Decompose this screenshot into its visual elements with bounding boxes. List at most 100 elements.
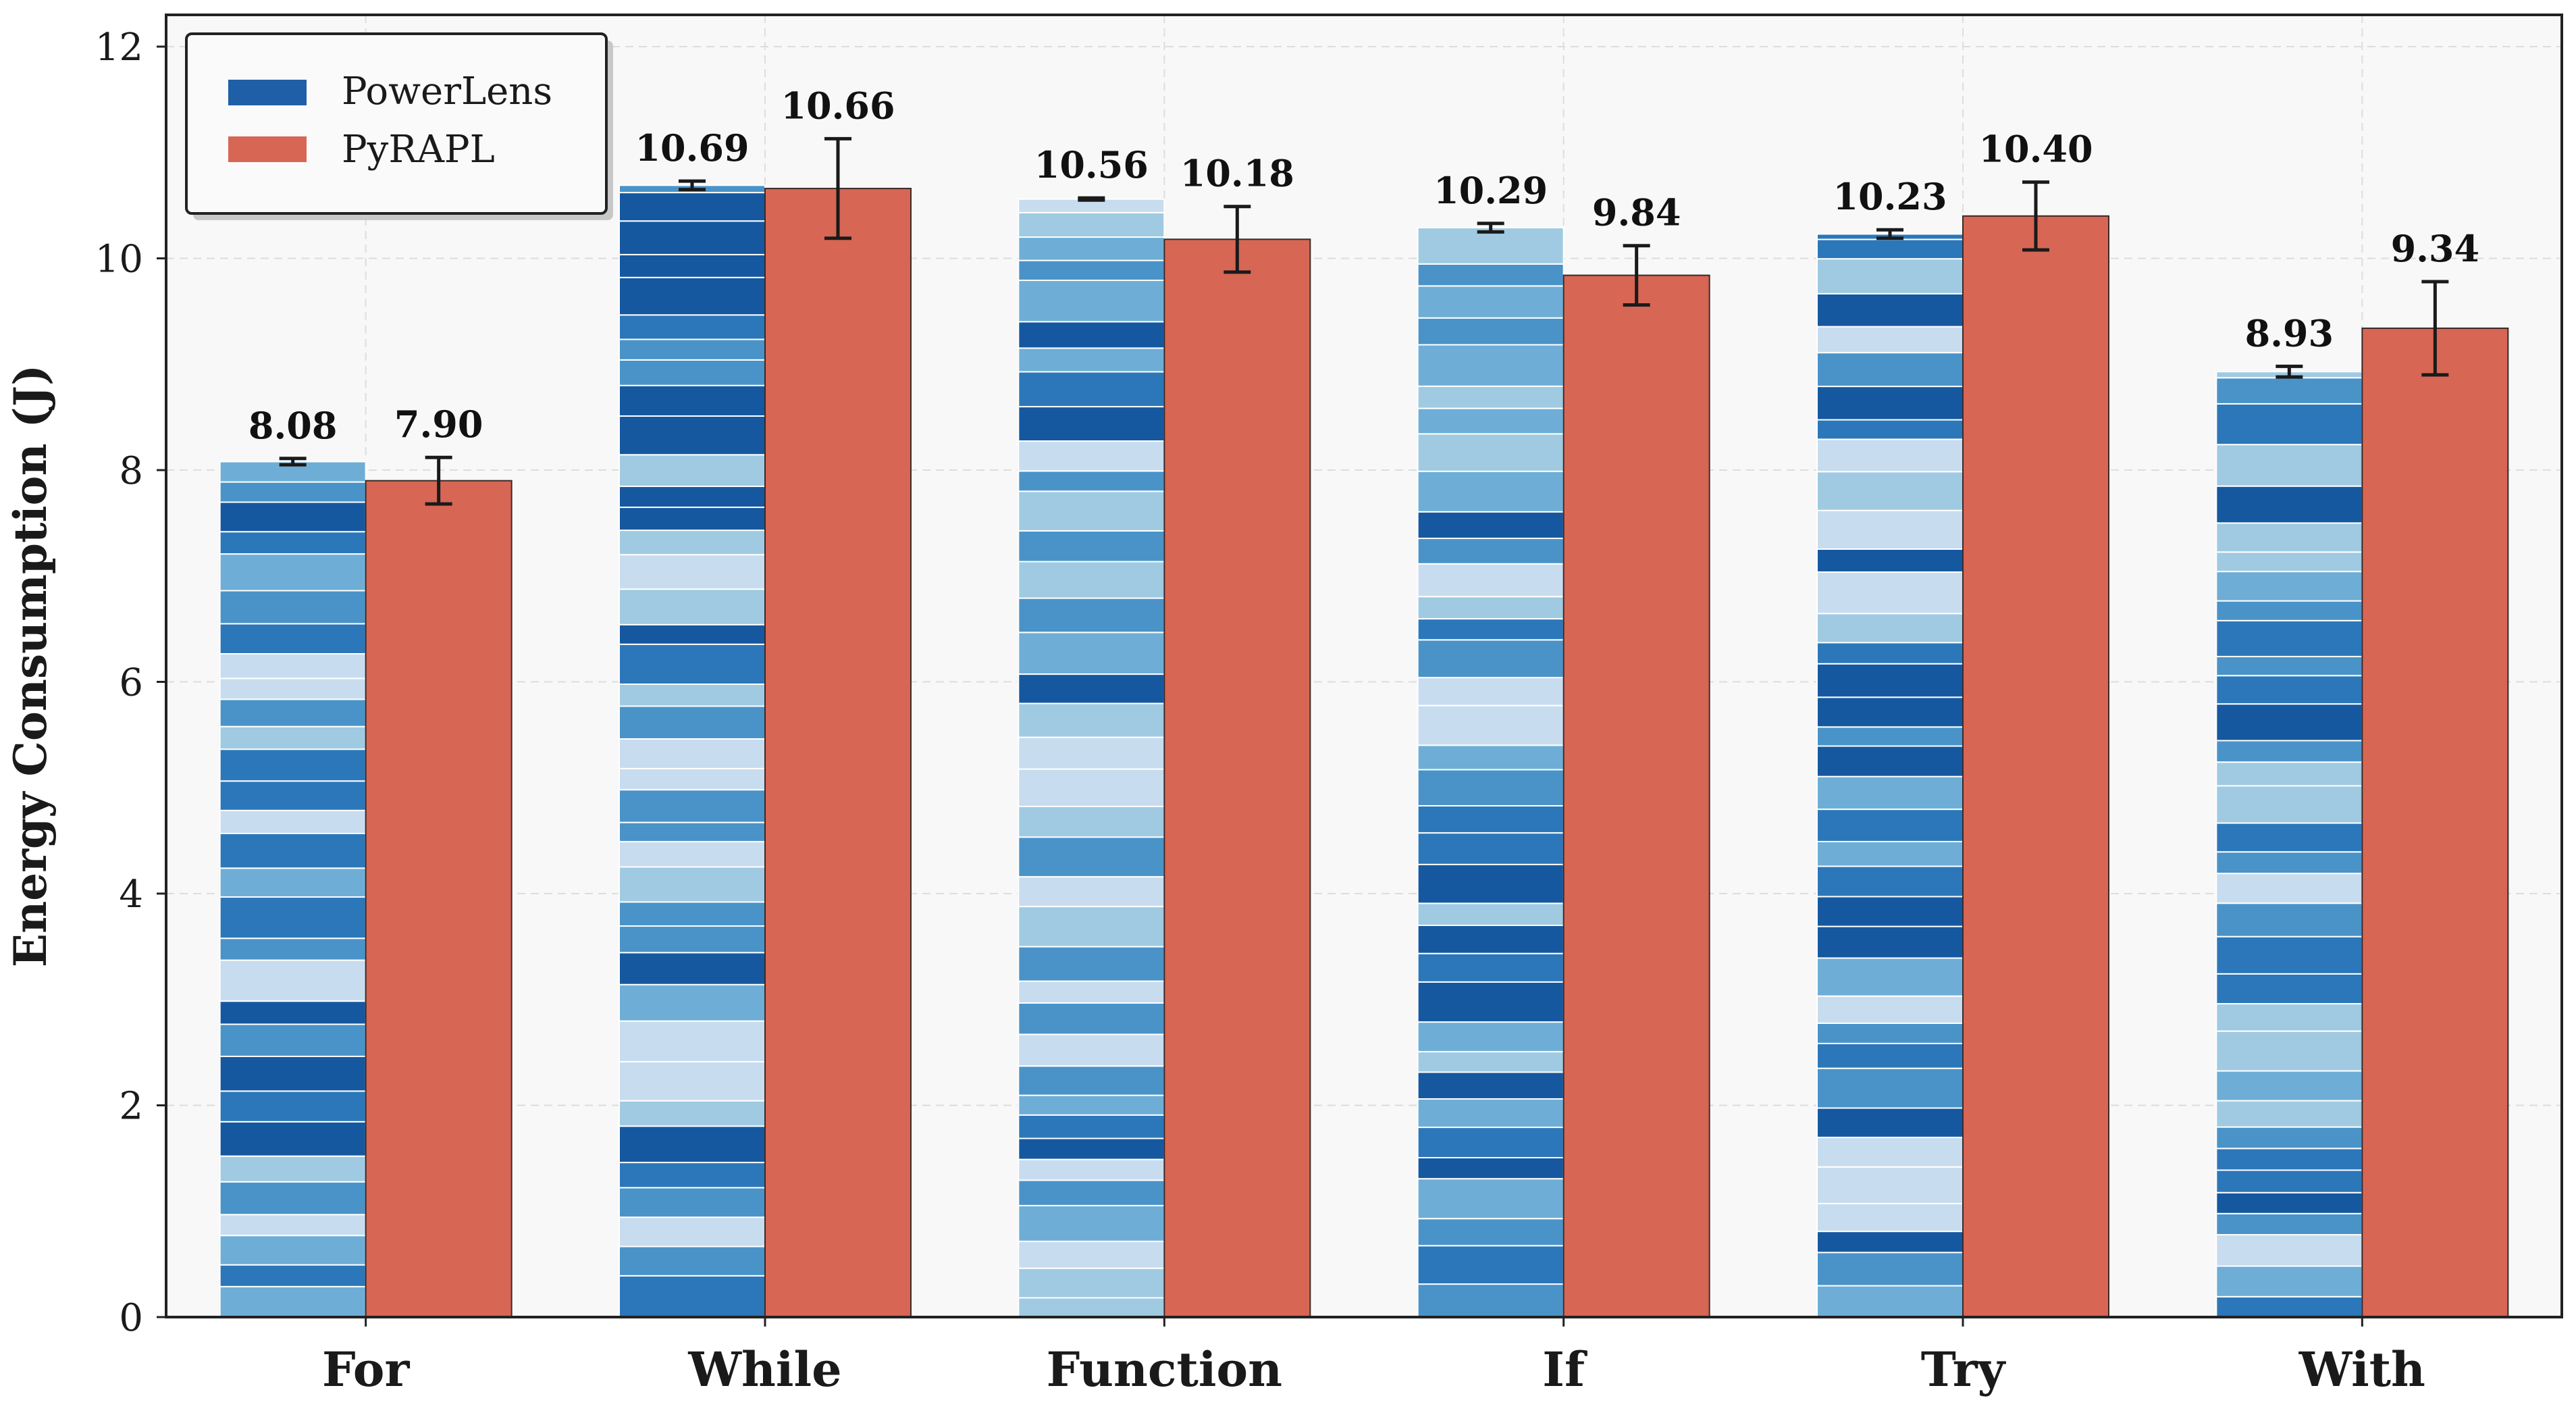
powerlens-segment — [1018, 1114, 1165, 1139]
powerlens-segment — [1816, 865, 1964, 898]
y-tick-label: 10 — [95, 238, 143, 282]
powerlens-segment — [219, 937, 367, 961]
powerlens-segment — [2215, 485, 2363, 524]
powerlens-segment — [1816, 548, 1964, 573]
powerlens-segment — [219, 1214, 367, 1237]
x-tick-label: With — [2298, 1341, 2425, 1397]
powerlens-segment — [1816, 1136, 1964, 1168]
powerlens-segment — [1018, 236, 1165, 261]
powerlens-segment — [1018, 530, 1165, 563]
powerlens-segment — [619, 588, 766, 625]
powerlens-segment — [619, 530, 766, 556]
powerlens-value-label: 8.08 — [248, 404, 338, 447]
powerlens-segment — [1417, 538, 1565, 565]
powerlens-segment — [1816, 1067, 1964, 1109]
powerlens-segment — [1018, 1179, 1165, 1206]
powerlens-segment — [1417, 1283, 1565, 1318]
powerlens-segment — [1816, 1042, 1964, 1069]
powerlens-segment — [2215, 1169, 2363, 1193]
legend: PowerLens PyRAPL — [185, 32, 613, 220]
powerlens-segment — [219, 698, 367, 727]
powerlens-segment — [1816, 386, 1964, 421]
powerlens-segment — [2215, 1212, 2363, 1236]
powerlens-segment — [1816, 896, 1964, 927]
powerlens-segment — [619, 623, 766, 645]
powerlens-value-label: 10.56 — [1034, 143, 1149, 186]
powerlens-segment — [219, 590, 367, 625]
powerlens-segment — [1816, 1202, 1964, 1233]
powerlens-segment — [2215, 851, 2363, 875]
powerlens-segment — [1018, 280, 1165, 323]
powerlens-segment — [1417, 263, 1565, 287]
powerlens-segment — [1018, 371, 1165, 408]
powerlens-segment — [1816, 1252, 1964, 1287]
powerlens-segment — [2215, 656, 2363, 677]
legend-box — [185, 32, 608, 215]
powerlens-segment — [2215, 600, 2363, 621]
powerlens-segment — [1816, 726, 1964, 747]
powerlens-segment — [2215, 571, 2363, 602]
y-tick-label: 6 — [119, 661, 143, 705]
powerlens-segment — [619, 789, 766, 823]
powerlens-segment — [1816, 326, 1964, 354]
powerlens-segment — [1417, 925, 1565, 954]
powerlens-segment — [1018, 259, 1165, 282]
powerlens-segment — [619, 486, 766, 509]
powerlens-segment — [1018, 673, 1165, 704]
powerlens-segment — [219, 748, 367, 782]
value-labels: 8.08 7.90 10.69 10.66 10.56 10.18 10.29 9.84 10.… — [248, 84, 2479, 446]
powerlens-segment — [1018, 490, 1165, 532]
powerlens-segment — [1018, 211, 1165, 238]
powerlens-segment — [1018, 1137, 1165, 1160]
powerlens-segment — [219, 1056, 367, 1092]
powerlens-segment — [1018, 805, 1165, 838]
powerlens-segment — [1417, 317, 1565, 346]
powerlens-segment — [619, 338, 766, 361]
powerlens-segment — [619, 220, 766, 255]
powerlens-segment — [1417, 902, 1565, 927]
powerlens-segment — [619, 359, 766, 386]
powerlens-segment — [2215, 740, 2363, 763]
powerlens-segment — [1417, 677, 1565, 706]
powerlens-segment — [2215, 703, 2363, 742]
x-tick-label: Try — [1921, 1341, 2007, 1397]
powerlens-segment — [1417, 744, 1565, 771]
powerlens-segment — [2215, 1265, 2363, 1298]
powerlens-segment — [1816, 352, 1964, 388]
powerlens-segment — [619, 705, 766, 740]
powerlens-segment — [619, 983, 766, 1022]
powerlens-segment — [219, 832, 367, 869]
powerlens-segment — [1816, 745, 1964, 777]
axes: 0 2 4 6 8 10 12 For While Function If Try With — [95, 26, 2425, 1397]
powerlens-segment — [1417, 805, 1565, 834]
x-tick-label: For — [322, 1341, 411, 1397]
powerlens-segment — [219, 531, 367, 555]
powerlens-segment — [1417, 952, 1565, 983]
powerlens-segment — [619, 952, 766, 985]
powerlens-value-label: 10.23 — [1833, 175, 1947, 218]
powerlens-segment — [1018, 440, 1165, 472]
powerlens-segment — [1417, 470, 1565, 513]
powerlens-segment — [1816, 696, 1964, 728]
powerlens-segment — [2215, 1148, 2363, 1171]
powerlens-segment — [619, 507, 766, 532]
powerlens-segment — [1816, 1231, 1964, 1254]
powerlens-segment — [619, 1020, 766, 1062]
powerlens-segment — [219, 1023, 367, 1058]
powerlens-segment — [1816, 1166, 1964, 1204]
powerlens-segment — [1018, 561, 1165, 599]
powerlens-segment — [1816, 258, 1964, 294]
powerlens-segment — [219, 1264, 367, 1287]
powerlens-segment — [619, 1060, 766, 1102]
powerlens-segment — [619, 253, 766, 278]
powerlens-segment — [1816, 471, 1964, 511]
y-tick-label: 4 — [119, 873, 143, 917]
powerlens-segment — [2215, 873, 2363, 904]
powerlens-segment — [619, 1245, 766, 1277]
powerlens-segment — [1417, 832, 1565, 865]
powerlens-segment — [1018, 702, 1165, 738]
pyrapl-bar — [365, 480, 512, 1318]
powerlens-segment — [619, 1275, 766, 1318]
powerlens-segment — [1417, 769, 1565, 807]
